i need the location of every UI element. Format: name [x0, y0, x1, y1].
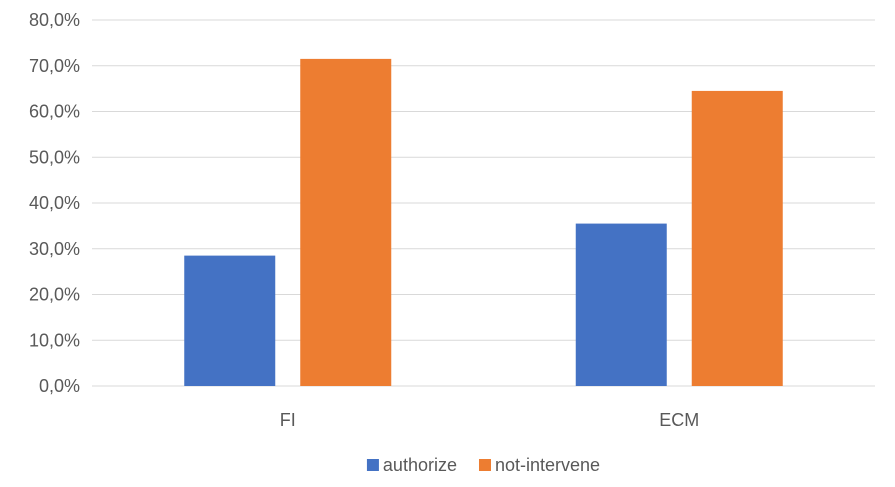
y-tick-label: 80,0%: [29, 10, 80, 30]
legend-label: authorize: [383, 455, 457, 475]
y-tick-label: 60,0%: [29, 102, 80, 122]
y-axis-tick-labels: 0,0% 10,0% 20,0% 30,0% 40,0% 50,0% 60,0% 70,0% 8…: [29, 10, 80, 396]
bar-not-intervene-ECM: [691, 90, 783, 386]
y-tick-label: 20,0%: [29, 285, 80, 305]
y-tick-label: 0,0%: [39, 376, 80, 396]
x-axis-tick-labels: FI ECM: [280, 410, 700, 430]
bar-not-intervene-FI: [300, 58, 392, 386]
y-tick-label: 30,0%: [29, 239, 80, 259]
bar-authorize-FI: [184, 255, 276, 386]
bars: [184, 58, 783, 386]
y-tick-label: 40,0%: [29, 193, 80, 213]
y-tick-label: 70,0%: [29, 56, 80, 76]
y-tick-label: 50,0%: [29, 147, 80, 167]
x-tick-label: ECM: [659, 410, 699, 430]
legend-swatch: [366, 459, 379, 471]
bar-authorize-ECM: [575, 223, 667, 386]
x-tick-label: FI: [280, 410, 296, 430]
legend: authorize not-intervene: [366, 455, 600, 475]
legend-label: not-intervene: [495, 455, 600, 475]
legend-swatch: [478, 459, 491, 471]
y-tick-label: 10,0%: [29, 330, 80, 350]
